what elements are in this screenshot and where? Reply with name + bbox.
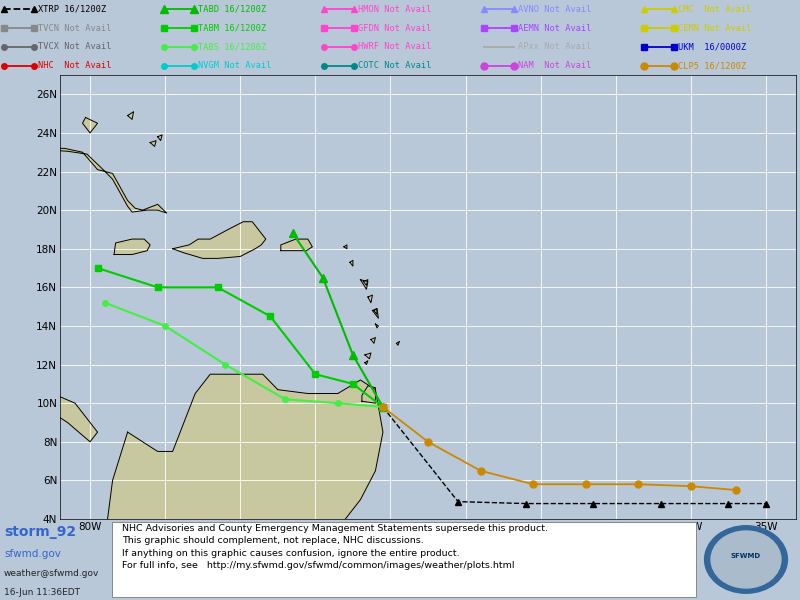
Text: AVNO Not Avail: AVNO Not Avail xyxy=(518,5,592,14)
Text: CMC  Not Avail: CMC Not Avail xyxy=(678,5,752,14)
Text: GFDN Not Avail: GFDN Not Avail xyxy=(358,23,432,32)
Polygon shape xyxy=(281,239,312,251)
Polygon shape xyxy=(368,295,373,303)
Text: APxx Not Avail: APxx Not Avail xyxy=(518,43,592,52)
Text: sfwmd.gov: sfwmd.gov xyxy=(4,549,61,559)
Polygon shape xyxy=(371,338,375,343)
Text: CEMN Not Avail: CEMN Not Avail xyxy=(678,23,752,32)
Polygon shape xyxy=(0,289,98,442)
Text: NAM  Not Avail: NAM Not Avail xyxy=(518,61,592,70)
Polygon shape xyxy=(362,386,375,403)
Polygon shape xyxy=(363,280,368,286)
Text: TABM 16/1200Z: TABM 16/1200Z xyxy=(198,23,266,32)
Circle shape xyxy=(711,531,781,588)
Polygon shape xyxy=(105,374,383,596)
Polygon shape xyxy=(173,222,266,259)
Text: storm_92: storm_92 xyxy=(4,526,76,539)
Text: TABS 16/1200Z: TABS 16/1200Z xyxy=(198,43,266,52)
Polygon shape xyxy=(374,308,377,314)
Text: TVCN Not Avail: TVCN Not Avail xyxy=(38,23,112,32)
Text: NHC  Not Avail: NHC Not Avail xyxy=(38,61,112,70)
Polygon shape xyxy=(150,140,156,146)
Circle shape xyxy=(705,526,787,593)
Polygon shape xyxy=(350,260,353,266)
Text: XTRP 16/1200Z: XTRP 16/1200Z xyxy=(38,5,106,14)
Polygon shape xyxy=(82,118,98,133)
Text: AEMN Not Avail: AEMN Not Avail xyxy=(518,23,592,32)
Polygon shape xyxy=(16,148,166,213)
Polygon shape xyxy=(158,135,162,140)
Text: weather@sfwmd.gov: weather@sfwmd.gov xyxy=(4,569,99,578)
Text: COTC Not Avail: COTC Not Avail xyxy=(358,61,432,70)
FancyBboxPatch shape xyxy=(112,522,696,597)
Text: HWRF Not Avail: HWRF Not Avail xyxy=(358,43,432,52)
Polygon shape xyxy=(344,245,347,249)
Text: TABD 16/1200Z: TABD 16/1200Z xyxy=(198,5,266,14)
Text: SFWMD: SFWMD xyxy=(731,553,761,559)
Text: 16-Jun 11:36EDT: 16-Jun 11:36EDT xyxy=(4,588,80,597)
Text: UKM  16/0000Z: UKM 16/0000Z xyxy=(678,43,746,52)
Text: TVCX Not Avail: TVCX Not Avail xyxy=(38,43,112,52)
Text: HMON Not Avail: HMON Not Avail xyxy=(358,5,432,14)
Polygon shape xyxy=(373,308,378,318)
Text: NHC Advisories and County Emergency Management Statements supersede this product: NHC Advisories and County Emergency Mana… xyxy=(122,524,547,571)
Text: CLP5 16/1200Z: CLP5 16/1200Z xyxy=(678,61,746,70)
Polygon shape xyxy=(365,361,368,365)
Polygon shape xyxy=(365,353,371,359)
Polygon shape xyxy=(397,341,399,345)
Text: NVGM Not Avail: NVGM Not Avail xyxy=(198,61,272,70)
Polygon shape xyxy=(375,324,378,328)
Polygon shape xyxy=(127,112,134,119)
Polygon shape xyxy=(361,280,368,289)
Polygon shape xyxy=(114,239,150,254)
